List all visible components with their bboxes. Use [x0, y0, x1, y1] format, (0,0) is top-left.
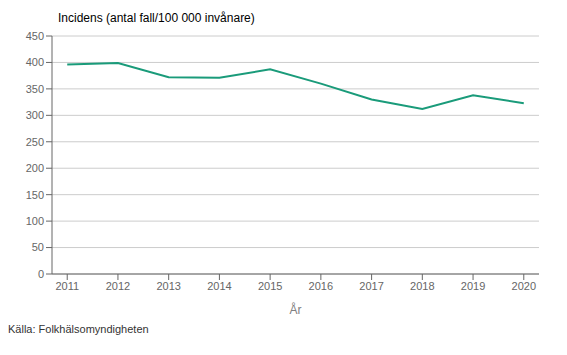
svg-text:150: 150	[26, 189, 44, 201]
html-text:Incidens (antal fall/100 000 i: Incidens (antal fall/100 000 invånare)	[58, 11, 255, 25]
svg-text:100: 100	[26, 215, 44, 227]
svg-text:2016: 2016	[309, 280, 333, 292]
svg-text:2018: 2018	[410, 280, 434, 292]
svg-text:350: 350	[26, 83, 44, 95]
svg-text:2013: 2013	[156, 280, 180, 292]
svg-text:2012: 2012	[106, 280, 130, 292]
svg-text:2020: 2020	[512, 280, 536, 292]
svg-text:2014: 2014	[207, 280, 231, 292]
svg-text:200: 200	[26, 162, 44, 174]
svg-text:50: 50	[32, 241, 44, 253]
svg-text:2017: 2017	[359, 280, 383, 292]
svg-text:2015: 2015	[258, 280, 282, 292]
svg-text:450: 450	[26, 30, 44, 42]
svg-text:År: År	[290, 302, 302, 317]
svg-text:250: 250	[26, 136, 44, 148]
svg-text:2011: 2011	[55, 280, 79, 292]
svg-text:2019: 2019	[461, 280, 485, 292]
svg-text:0: 0	[38, 268, 44, 280]
svg-text:400: 400	[26, 56, 44, 68]
svg-text:300: 300	[26, 109, 44, 121]
html-text:Källa: Folkhälsomyndigheten: Källa: Folkhälsomyndigheten	[8, 323, 149, 335]
